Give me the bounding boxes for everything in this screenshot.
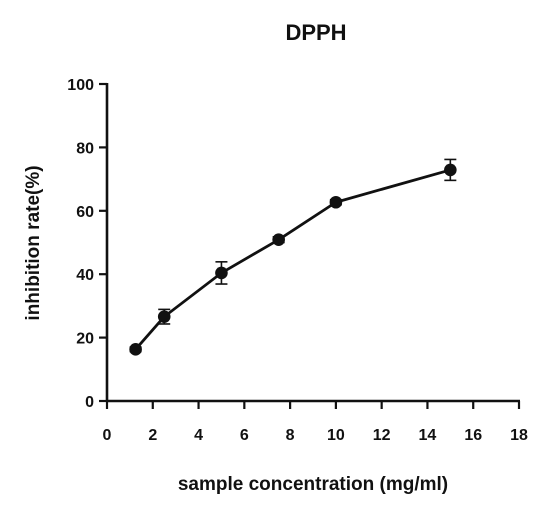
x-tick-label: 4: [194, 427, 203, 444]
data-point: [329, 195, 343, 209]
y-tick-label: 40: [76, 267, 94, 284]
series-line: [134, 168, 451, 351]
axes: 0 20 40 60 80 100 0 2 4 6 8 10 12 14 16 18: [67, 77, 528, 444]
y-tick-label: 60: [76, 204, 94, 221]
y-axis-label: inhibition rate(%): [23, 165, 44, 320]
x-tick-label: 18: [510, 427, 528, 444]
y-tick-label: 100: [67, 77, 94, 94]
y-tick-label: 0: [85, 394, 94, 411]
x-tick-label: 8: [286, 427, 295, 444]
data-point: [157, 310, 171, 323]
x-tick-label: 14: [419, 427, 437, 444]
plot-area: [129, 158, 457, 356]
chart-title: DPPH: [285, 20, 346, 45]
x-tick-label: 16: [464, 427, 482, 444]
data-point: [272, 233, 285, 246]
x-tick-label: 0: [103, 427, 112, 444]
x-tick-label: 10: [327, 427, 345, 444]
x-tick-label: 2: [148, 427, 157, 444]
x-tick-label: 12: [373, 427, 391, 444]
x-tick-label: 6: [240, 427, 249, 444]
y-tick-label: 20: [76, 331, 94, 348]
data-point: [215, 266, 228, 280]
data-point: [444, 163, 457, 177]
y-tick-label: 80: [76, 140, 94, 157]
x-axis-label: sample concentration (mg/ml): [178, 474, 448, 495]
data-point: [129, 343, 142, 356]
